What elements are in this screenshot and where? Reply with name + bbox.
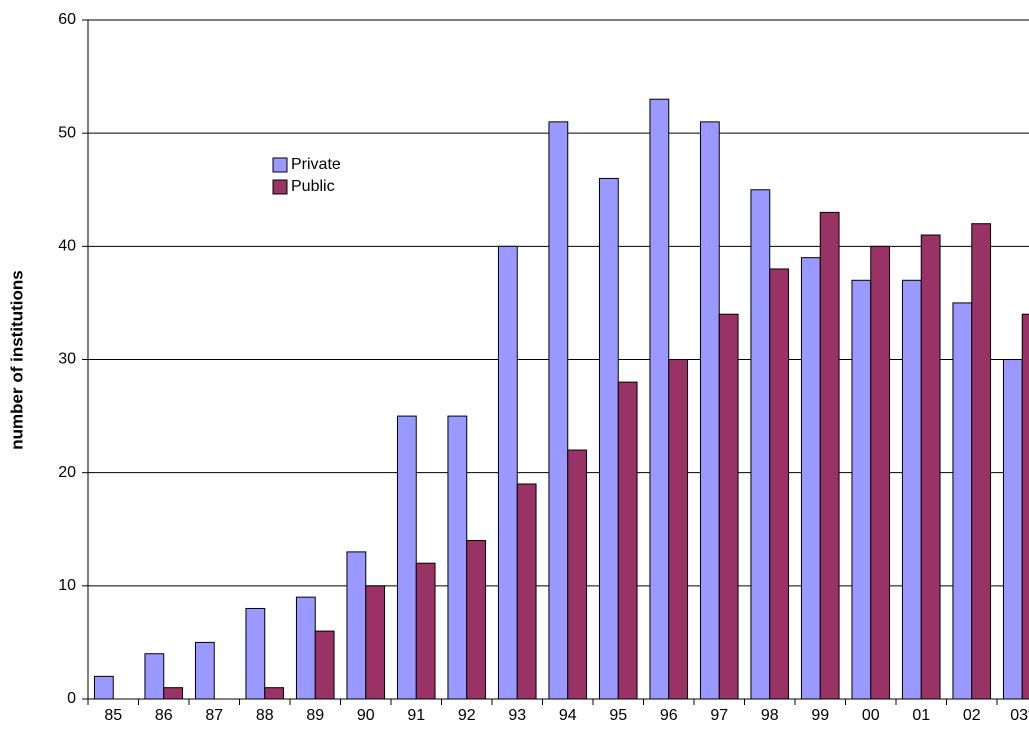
x-tick-label: 01	[912, 707, 930, 724]
bar	[598, 177, 619, 700]
x-tick-label: 94	[559, 707, 577, 724]
bar	[245, 607, 266, 700]
x-tick-label: 96	[660, 707, 678, 724]
y-tick-label: 10	[58, 577, 76, 594]
bar	[567, 449, 588, 700]
x-tick-label: 85	[104, 707, 122, 724]
y-tick-label: 40	[58, 238, 76, 255]
x-tick-label: 91	[407, 707, 425, 724]
x-tick-label: 97	[710, 707, 728, 724]
x-tick-label: 98	[761, 707, 779, 724]
bar	[295, 596, 316, 700]
x-tick-label: 03*	[1010, 707, 1029, 724]
bar	[415, 562, 436, 700]
bar	[971, 223, 992, 700]
x-tick-label: 00	[862, 707, 880, 724]
bar	[920, 234, 941, 700]
y-tick-label: 0	[67, 690, 76, 707]
x-tick-label: 87	[205, 707, 223, 724]
bar	[668, 359, 689, 700]
legend-swatch	[272, 179, 288, 195]
bar	[346, 551, 367, 700]
y-tick-label: 60	[58, 11, 76, 28]
legend-label: Private	[291, 156, 341, 173]
bar	[901, 279, 922, 700]
y-axis-title: number of institutions	[7, 270, 26, 449]
bar	[264, 687, 285, 700]
bar	[699, 121, 720, 700]
x-tick-label: 88	[256, 707, 274, 724]
bar	[819, 211, 840, 700]
y-tick-label: 20	[58, 464, 76, 481]
bar	[396, 415, 417, 700]
bar	[93, 675, 114, 700]
bar	[649, 98, 670, 700]
bar	[548, 121, 569, 700]
y-tick-label: 50	[58, 124, 76, 141]
bar	[1002, 359, 1023, 700]
x-tick-label: 89	[306, 707, 324, 724]
bar	[952, 302, 973, 700]
x-tick-label: 02	[963, 707, 981, 724]
bar	[447, 415, 468, 700]
bar	[516, 483, 537, 700]
bar	[769, 268, 790, 700]
bar	[750, 189, 771, 700]
legend-label: Public	[291, 178, 335, 195]
bar	[851, 279, 872, 700]
bar	[144, 653, 165, 700]
x-tick-label: 95	[609, 707, 627, 724]
x-tick-label: 90	[357, 707, 375, 724]
bar	[314, 630, 335, 700]
x-tick-label: 99	[811, 707, 829, 724]
bar	[1021, 313, 1029, 700]
bar	[365, 585, 386, 700]
bar	[194, 641, 215, 700]
legend-swatch	[272, 157, 288, 173]
bar	[718, 313, 739, 700]
y-tick-label: 30	[58, 351, 76, 368]
bar	[800, 257, 821, 700]
bar	[497, 245, 518, 700]
bar	[870, 245, 891, 700]
bar	[163, 687, 184, 700]
x-tick-label: 92	[458, 707, 476, 724]
bar	[466, 540, 487, 700]
x-tick-label: 86	[155, 707, 173, 724]
bar	[617, 381, 638, 700]
x-tick-label: 93	[508, 707, 526, 724]
